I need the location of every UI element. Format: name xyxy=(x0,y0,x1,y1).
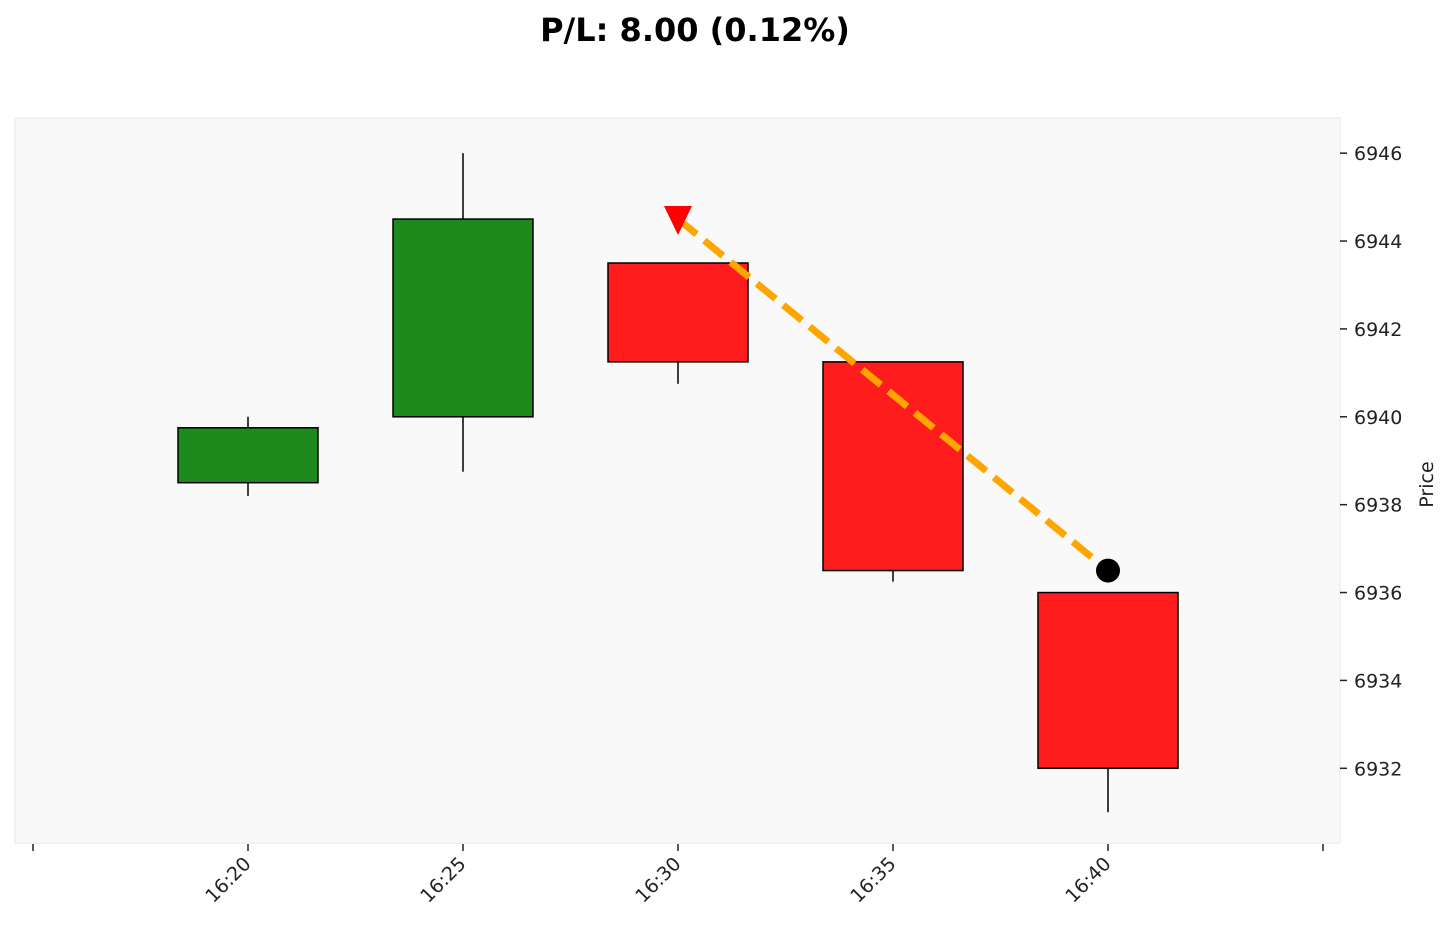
entry-marker xyxy=(664,206,692,236)
y-tick-label: 6936 xyxy=(1354,583,1402,605)
trade-overlay xyxy=(664,206,1120,583)
candle-1625 xyxy=(392,153,534,472)
x-tick-label: 16:40 xyxy=(1061,853,1115,907)
candle-1630 xyxy=(607,262,749,384)
x-tick-label: 16:30 xyxy=(631,853,685,907)
candle-1620 xyxy=(177,416,319,496)
candle-body xyxy=(1037,591,1179,770)
y-tick-label: 6934 xyxy=(1354,670,1402,692)
candle-body xyxy=(392,218,534,418)
x-tick-label: 16:20 xyxy=(201,853,255,907)
candle-1640 xyxy=(1037,591,1179,813)
y-tick-label: 6938 xyxy=(1354,495,1402,517)
y-tick-label: 6944 xyxy=(1354,231,1402,253)
y-axis: 6932 6934 6936 6938 6940 6942 6944 6946 xyxy=(1340,143,1402,780)
y-tick-label: 6942 xyxy=(1354,319,1402,341)
x-tick-label: 16:25 xyxy=(416,853,470,907)
chart-title: P/L: 8.00 (0.12%) xyxy=(540,11,850,49)
x-axis: 16:20 16:25 16:30 16:35 16:40 xyxy=(32,844,1324,907)
x-tick-label: 16:35 xyxy=(846,853,900,907)
trade-line xyxy=(675,216,1111,574)
candle-body xyxy=(177,427,319,484)
candles xyxy=(177,153,1179,813)
candle-body xyxy=(607,262,749,363)
y-tick-label: 6940 xyxy=(1354,407,1402,429)
y-tick-label: 6946 xyxy=(1354,143,1402,165)
y-tick-label: 6932 xyxy=(1354,758,1402,780)
y-axis-label: Price xyxy=(1416,461,1438,507)
exit-marker xyxy=(1096,558,1120,583)
